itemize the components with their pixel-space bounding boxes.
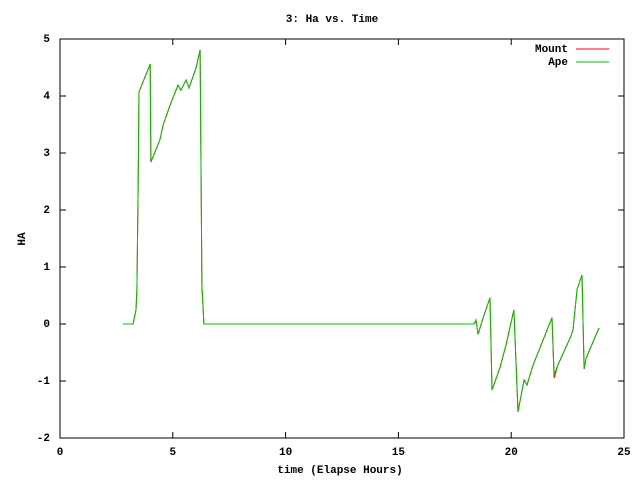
chart-title: 3: Ha vs. Time [286, 14, 379, 26]
x-tick-label: 20 [505, 447, 518, 459]
x-tick-label: 10 [279, 447, 292, 459]
x-tick-label: 5 [169, 447, 176, 459]
y-tick-label: 4 [43, 91, 50, 103]
y-tick-label: -2 [37, 433, 50, 445]
y-tick-label: 2 [43, 205, 50, 217]
x-tick-label: 15 [392, 447, 406, 459]
legend-label: Ape [548, 57, 568, 69]
x-tick-label: 0 [57, 447, 64, 459]
y-tick-label: 5 [43, 34, 50, 46]
y-tick-label: 3 [43, 148, 50, 160]
y-axis-label: HA [17, 232, 29, 246]
series-line [122, 49, 600, 412]
x-tick-label: 25 [617, 447, 631, 459]
x-axis-label: time (Elapse Hours) [277, 465, 402, 477]
y-tick-label: 1 [43, 262, 50, 274]
legend-label: Mount [535, 44, 568, 56]
y-tick-label: -1 [37, 376, 51, 388]
plot-frame [59, 38, 625, 439]
y-tick-label: 0 [43, 319, 50, 331]
